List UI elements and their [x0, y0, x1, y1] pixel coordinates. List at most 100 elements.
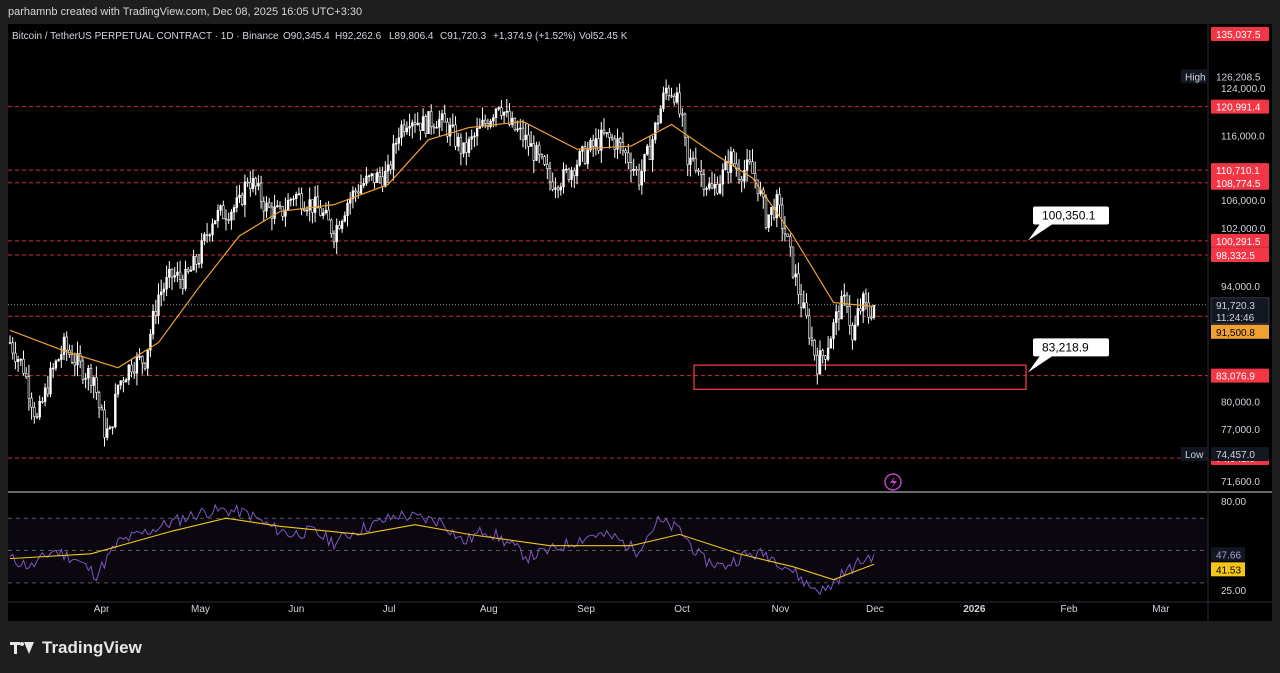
candle-body [411, 122, 414, 127]
chart-area[interactable]: 124,000.0 116,000.0 106,000.0 102,000.0 94,0… [8, 24, 1272, 621]
candle-body [267, 202, 271, 208]
high-tag-bg [1181, 69, 1207, 84]
candle-body [375, 172, 379, 183]
candle-body [608, 132, 611, 138]
candle-body [494, 108, 498, 118]
candle-body [138, 355, 141, 358]
candle-body [95, 377, 98, 393]
candle-body [241, 194, 244, 205]
candle-body [211, 223, 214, 236]
candle-body [729, 151, 733, 173]
candle-body [157, 294, 160, 316]
low-price-tag: 74,457.0 [1216, 450, 1255, 461]
callout-box[interactable] [1033, 206, 1109, 225]
candle-body [640, 171, 644, 186]
candle-body [292, 198, 295, 200]
candle-body [321, 212, 325, 216]
candle-body [357, 191, 360, 194]
support-zone-layer [693, 364, 1027, 390]
candle-body [772, 206, 776, 219]
candle-body [840, 295, 843, 320]
candle-body [35, 416, 39, 418]
candle-body [200, 240, 203, 264]
candle-body [627, 152, 630, 163]
candle-body [672, 95, 676, 103]
candle-body [802, 302, 806, 309]
candle-body [289, 199, 292, 201]
candle-body [505, 110, 508, 113]
time-tick-label: Feb [1060, 604, 1078, 615]
time-tick-label: Sep [577, 604, 595, 615]
candle-body [861, 293, 865, 312]
candle-body [635, 168, 638, 171]
moving-average-layer [9, 120, 875, 369]
rsi-tick-label: 25.00 [1221, 586, 1246, 597]
candle-body [740, 178, 743, 182]
alert-icon[interactable] [884, 473, 902, 491]
candle-body [508, 110, 511, 125]
candle-body [214, 220, 217, 225]
candle-body [397, 137, 400, 144]
candle-body [475, 128, 479, 137]
candle-body [573, 170, 576, 177]
candle-body [529, 143, 533, 147]
candle-body [807, 315, 811, 339]
candle-body [165, 276, 168, 290]
candle-body [789, 236, 792, 248]
candle-body [575, 164, 579, 177]
candle-body [135, 356, 139, 374]
candle-body [384, 170, 387, 187]
candle-body [111, 426, 114, 429]
candle-body [427, 111, 430, 135]
ohlc-low: L89,806.4 [389, 31, 434, 42]
candle-body [689, 157, 692, 165]
candle-body [780, 204, 784, 229]
price-axis: 124,000.0 116,000.0 106,000.0 102,000.0 94,0… [1181, 24, 1270, 621]
candle-body [489, 120, 492, 127]
candle-body [610, 137, 614, 140]
time-axis: Apr May Jun Jul Aug Sep Oct Nov Dec 2026 Feb Mar [8, 601, 1272, 615]
candle-body [513, 117, 517, 131]
moving-average-line [9, 120, 875, 369]
candle-body [556, 187, 560, 191]
level-lines [8, 106, 1208, 459]
candle-body [432, 126, 436, 129]
candle-body [173, 275, 176, 278]
candle-body [637, 169, 641, 186]
candle-body [732, 151, 735, 165]
candle-body [454, 124, 457, 147]
candle-body [362, 183, 365, 186]
candle-body [829, 338, 833, 349]
time-tick-label: Jun [288, 604, 304, 615]
candle-body [683, 113, 687, 138]
candle-body [694, 158, 698, 171]
callout-box[interactable] [1033, 338, 1109, 357]
candle-body [548, 168, 552, 183]
candles-layer [8, 79, 876, 447]
candle-body [662, 92, 665, 110]
candle-body [532, 143, 536, 161]
candle-body [767, 214, 770, 228]
high-price-tag-bg [1211, 69, 1269, 84]
rsi-ma-line [9, 517, 875, 581]
time-tick-label: May [191, 604, 210, 615]
low-tag-bg [1181, 447, 1207, 462]
candle-body [613, 138, 617, 150]
ma-price-label: 91,500.8 [1216, 328, 1255, 339]
price-chart[interactable]: 124,000.0 116,000.0 106,000.0 102,000.0 94,0… [8, 24, 1272, 621]
time-tick-label: Mar [1152, 604, 1170, 615]
candle-body [311, 199, 314, 213]
candle-body [176, 271, 179, 276]
candle-body [122, 380, 125, 383]
candle-body [203, 234, 206, 242]
candle-body [65, 336, 68, 351]
candle-body [141, 355, 144, 364]
candle-body [127, 364, 131, 381]
candle-body [794, 273, 797, 278]
support-zone[interactable] [693, 364, 1027, 390]
candle-body [867, 302, 870, 318]
candle-body [108, 427, 112, 430]
candle-body [270, 206, 274, 219]
candle-body [786, 233, 789, 237]
time-tick-label: Aug [480, 604, 498, 615]
